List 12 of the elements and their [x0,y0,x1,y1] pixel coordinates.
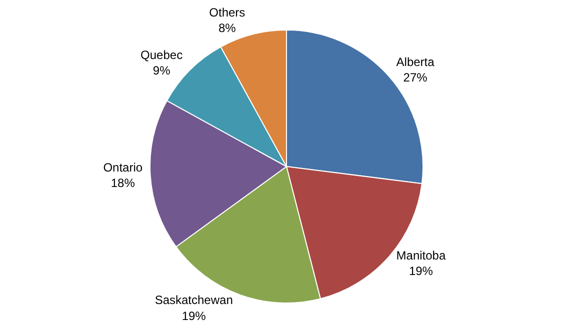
data-label: 8% [218,21,236,36]
slice-label: Others [209,6,246,20]
data-label: 9% [152,63,171,78]
data-label: 19% [182,308,206,323]
data-label: 18% [110,176,136,190]
slice-label: Manitoba [396,248,446,262]
data-label: 27% [403,70,428,85]
slice-label: Saskatchewan [154,293,233,308]
slice-label: Quebec [140,48,183,62]
slice-label: Alberta [396,54,435,69]
slice-label: Ontario [103,160,143,174]
data-label: 19% [408,264,434,278]
